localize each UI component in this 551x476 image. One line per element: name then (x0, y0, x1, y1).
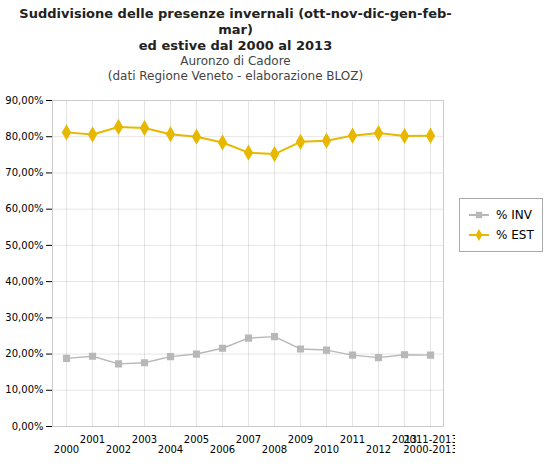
svg-text:10,00%: 10,00% (5, 384, 43, 395)
svg-text:50,00%: 50,00% (5, 240, 43, 251)
svg-text:60,00%: 60,00% (5, 203, 43, 214)
svg-text:2009: 2009 (288, 434, 313, 445)
svg-text:2000: 2000 (54, 444, 79, 455)
svg-text:0,00%: 0,00% (12, 421, 44, 432)
html-text:Auronzo di Cadore: Auronzo di Cadore (180, 54, 291, 68)
svg-text:2011-20132000-2013: 2011-20132000-2013 (403, 434, 455, 455)
svg-text:2007: 2007 (236, 434, 261, 445)
svg-text:2001: 2001 (80, 434, 105, 445)
svg-text:2006: 2006 (210, 444, 235, 455)
html-text:% INV: % INV (496, 208, 532, 222)
svg-text:2011: 2011 (340, 434, 365, 445)
svg-text:90,00%: 90,00% (5, 95, 43, 106)
svg-text:20,00%: 20,00% (5, 348, 43, 359)
html-text:(dati Regione Veneto - elabora: (dati Regione Veneto - elaborazione BLOZ… (107, 69, 364, 83)
svg-text:2002: 2002 (106, 444, 131, 455)
html-text:% EST: % EST (496, 228, 534, 242)
svg-text:2004: 2004 (158, 444, 183, 455)
svg-text:30,00%: 30,00% (5, 312, 43, 323)
svg-text:2010: 2010 (314, 444, 339, 455)
svg-text:2003: 2003 (132, 434, 157, 445)
svg-text:80,00%: 80,00% (5, 131, 43, 142)
html-text:Suddivisione delle presenze in: Suddivisione delle presenze invernali (o… (19, 6, 452, 37)
svg-text:2012: 2012 (366, 444, 391, 455)
svg-text:70,00%: 70,00% (5, 167, 43, 178)
html-text:ed estive dal 2000 al 2013: ed estive dal 2000 al 2013 (138, 38, 333, 53)
svg-text:2005: 2005 (184, 434, 209, 445)
svg-text:40,00%: 40,00% (5, 276, 43, 287)
svg-text:2008: 2008 (262, 444, 287, 455)
